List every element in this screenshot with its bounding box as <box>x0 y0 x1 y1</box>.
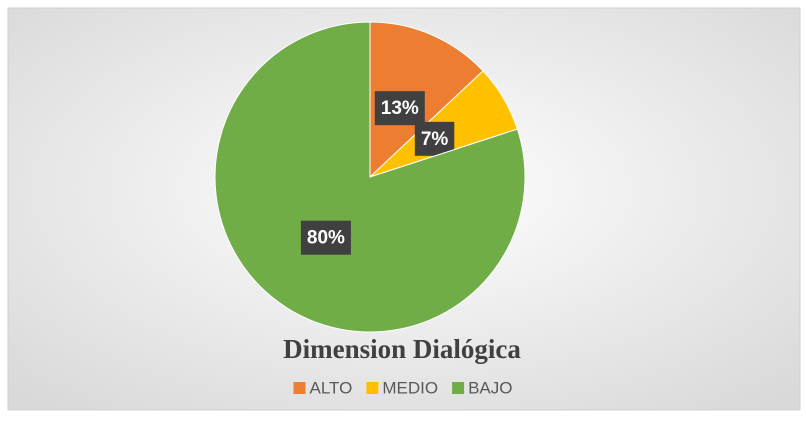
pie-slice <box>214 21 526 333</box>
legend-swatch <box>452 382 465 394</box>
legend-swatch <box>366 382 379 394</box>
data-label: 7% <box>421 129 449 150</box>
legend-label: MEDIO <box>382 378 438 397</box>
legend-label: ALTO <box>310 378 353 397</box>
legend-swatch <box>293 382 306 394</box>
legend-label: BAJO <box>468 378 512 397</box>
chart-title: Dimension Dialógica <box>283 334 521 364</box>
data-label-box <box>414 121 455 156</box>
data-label-box <box>300 220 351 255</box>
data-label-box <box>374 91 425 126</box>
data-label: 13% <box>381 98 419 119</box>
data-label: 80% <box>307 228 345 249</box>
pie-slice <box>369 21 484 179</box>
